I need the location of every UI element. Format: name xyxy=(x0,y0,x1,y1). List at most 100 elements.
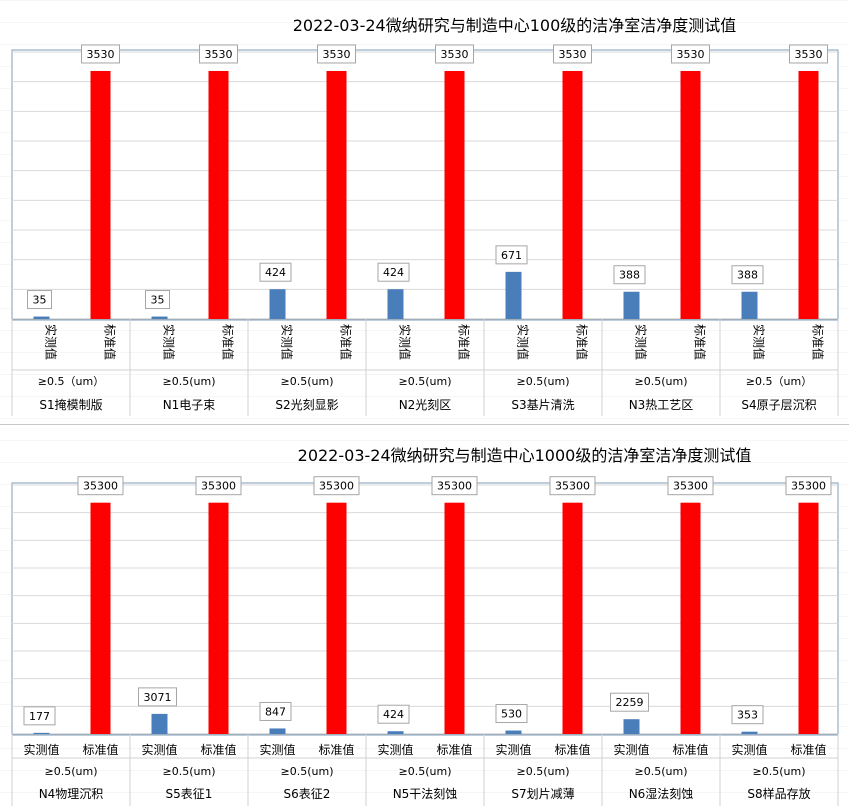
group-size-label: ≥0.5(um) xyxy=(281,765,334,778)
chart-title: 2022-03-24微纳研究与制造中心1000级的洁净室洁净度测试值 xyxy=(297,446,752,465)
bar-standard xyxy=(326,70,347,319)
group-name-label: S3基片清洗 xyxy=(511,398,574,412)
data-label-box xyxy=(27,290,52,310)
chart-1000-class[interactable]: 2022-03-24微纳研究与制造中心1000级的洁净室洁净度测试值 177 实测… xyxy=(0,430,849,807)
category-label: 实测值 xyxy=(634,324,649,360)
data-label-box xyxy=(199,44,238,64)
category-label: 实测值 xyxy=(377,742,413,757)
bar-measured xyxy=(387,289,404,319)
data-label-box xyxy=(259,262,292,282)
group-size-label: ≥0.5(um) xyxy=(399,375,452,388)
bar-standard xyxy=(444,70,465,319)
data-label: 35300 xyxy=(791,480,826,493)
bar-measured xyxy=(623,719,640,734)
data-label-box xyxy=(313,476,360,496)
category-label: 标准值 xyxy=(318,742,354,757)
data-label-box xyxy=(377,704,410,724)
data-label: 424 xyxy=(383,708,404,721)
chart-1000-class-plot: 177 实测值 35300 标准值 ≥0.5(um) N4物理沉积 3071 实测值 35300… xyxy=(11,476,839,806)
data-label: 3530 xyxy=(205,48,233,61)
data-label-box xyxy=(495,704,528,724)
group-size-label: ≥0.5(um) xyxy=(517,375,570,388)
data-label: 3530 xyxy=(677,48,705,61)
data-label-box xyxy=(671,44,710,64)
category-label: 标准值 xyxy=(693,324,708,360)
group-name-label: N5干法刻蚀 xyxy=(393,787,458,801)
group-size-label: ≥0.5(um) xyxy=(635,765,688,778)
category-label: 实测值 xyxy=(731,742,767,757)
sheet-row-divider xyxy=(0,424,849,425)
category-label: 实测值 xyxy=(141,742,177,757)
group-name-label: N3热工艺区 xyxy=(629,398,694,412)
group-size-label: ≥0.5（um） xyxy=(746,375,812,388)
data-label-box xyxy=(667,476,714,496)
data-label-box xyxy=(195,476,242,496)
data-label: 3530 xyxy=(559,48,587,61)
bar-standard xyxy=(798,502,819,734)
group-name-label: S8样品存放 xyxy=(747,786,810,801)
data-label-box xyxy=(81,44,120,64)
category-label: 标准值 xyxy=(436,742,472,757)
data-label: 177 xyxy=(29,710,50,723)
category-label: 实测值 xyxy=(752,324,767,360)
bar-measured xyxy=(387,731,404,734)
data-label-box xyxy=(431,476,478,496)
bar-standard xyxy=(562,70,583,319)
group-size-label: ≥0.5(um) xyxy=(753,765,806,778)
category-label: 标准值 xyxy=(790,742,826,757)
bar-measured xyxy=(151,316,168,319)
group-size-label: ≥0.5(um) xyxy=(163,375,216,388)
category-label: 标准值 xyxy=(221,324,236,360)
group-size-label: ≥0.5(um) xyxy=(517,765,570,778)
bar-measured xyxy=(505,730,522,734)
group-size-label: ≥0.5（um） xyxy=(38,375,104,388)
data-label: 424 xyxy=(383,266,404,279)
bar-standard xyxy=(208,70,229,319)
data-label-box xyxy=(377,262,410,282)
group-name-label: N6湿法刻蚀 xyxy=(629,786,694,801)
data-label-box xyxy=(789,44,828,64)
data-label: 35 xyxy=(33,294,47,307)
data-label-box xyxy=(495,245,528,265)
bar-standard xyxy=(208,502,229,734)
category-label: 标准值 xyxy=(103,324,118,360)
category-label: 实测值 xyxy=(23,742,59,757)
bar-measured xyxy=(151,713,168,734)
chart-100-class[interactable]: 2022-03-24微纳研究与制造中心100级的洁净室洁净度测试值 35 实测值 3… xyxy=(0,0,849,420)
bar-measured xyxy=(33,732,50,734)
bar-measured xyxy=(505,271,522,319)
category-label: 实测值 xyxy=(613,742,649,757)
group-name-label: N4物理沉积 xyxy=(39,787,104,801)
bar-standard xyxy=(326,502,347,734)
data-label: 530 xyxy=(501,708,522,721)
chart-area xyxy=(11,482,839,736)
data-label: 671 xyxy=(501,249,522,262)
data-label-box xyxy=(145,290,170,310)
bar-standard xyxy=(444,502,465,734)
data-label-box xyxy=(23,706,56,726)
data-label: 35300 xyxy=(437,480,472,493)
bar-standard xyxy=(798,70,819,319)
group-name-label: S4原子层沉积 xyxy=(741,398,816,412)
category-label: 实测值 xyxy=(495,742,531,757)
category-label: 实测值 xyxy=(516,324,531,360)
category-label: 标准值 xyxy=(457,324,472,360)
data-label-box xyxy=(77,476,124,496)
data-label: 35300 xyxy=(201,480,236,493)
data-label-box xyxy=(259,701,292,721)
group-size-label: ≥0.5(um) xyxy=(399,765,452,778)
category-label: 标准值 xyxy=(575,324,590,360)
data-label-box xyxy=(549,476,596,496)
data-label-box xyxy=(435,44,474,64)
data-label: 3530 xyxy=(323,48,351,61)
chart-area xyxy=(11,49,839,321)
category-label: 标准值 xyxy=(82,742,118,757)
category-label: 标准值 xyxy=(200,742,236,757)
category-label: 标准值 xyxy=(554,742,590,757)
group-name-label: N1电子束 xyxy=(163,398,216,412)
bar-measured xyxy=(623,291,640,319)
bar-standard xyxy=(680,70,701,319)
data-label: 847 xyxy=(265,705,286,718)
bar-measured xyxy=(741,291,758,319)
bar-standard xyxy=(90,70,111,319)
